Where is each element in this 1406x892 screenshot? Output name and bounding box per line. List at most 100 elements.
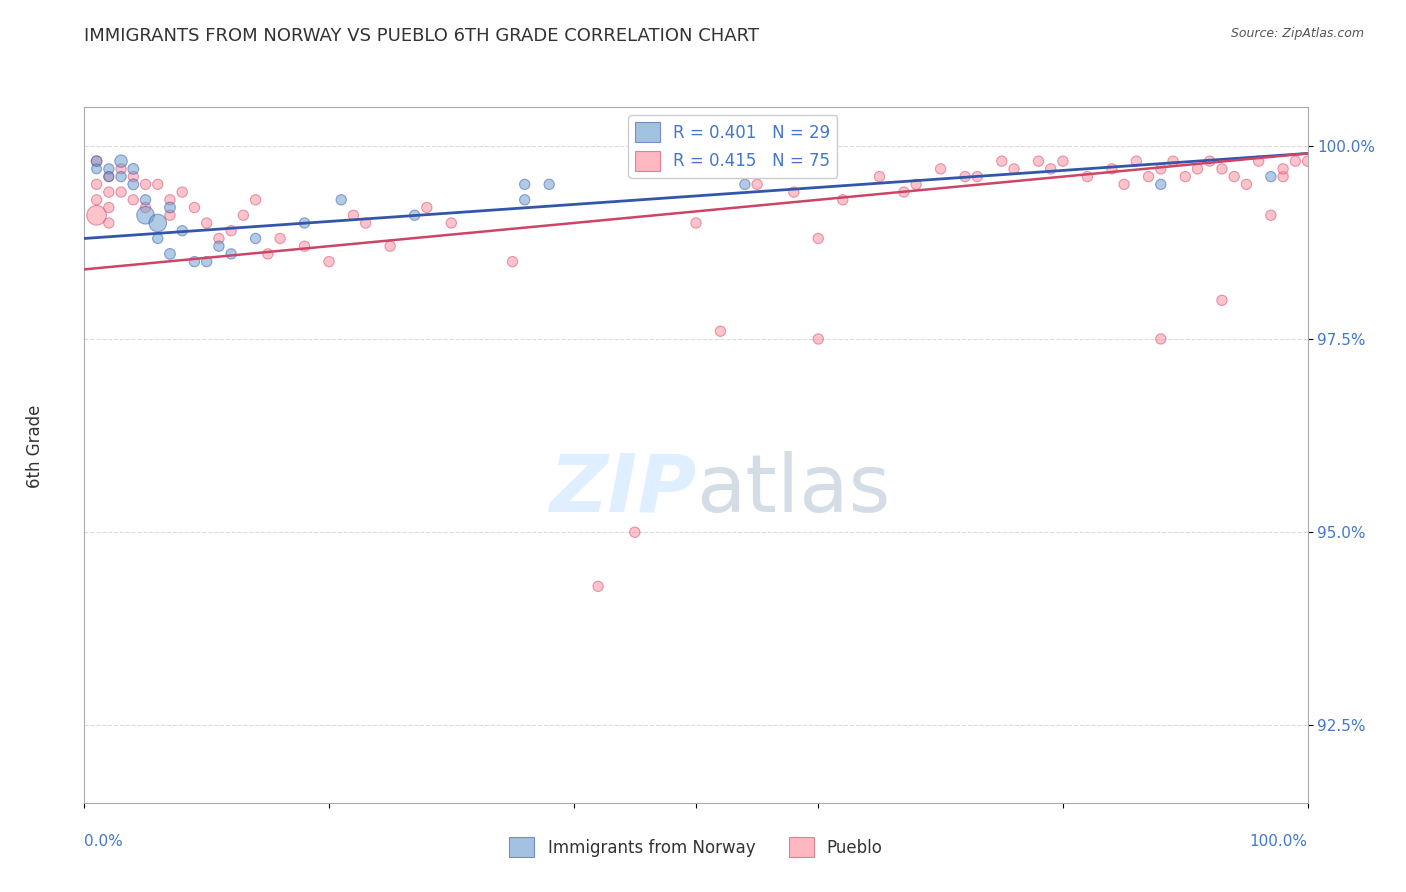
Point xyxy=(245,231,267,245)
Point xyxy=(1150,332,1173,346)
Point xyxy=(294,216,316,230)
Point xyxy=(1272,169,1295,184)
Point xyxy=(990,154,1012,169)
Point xyxy=(1028,154,1050,169)
Point xyxy=(1076,169,1098,184)
Point xyxy=(416,201,439,215)
Point xyxy=(1272,161,1295,176)
Point xyxy=(586,579,609,593)
Point xyxy=(831,193,853,207)
Point xyxy=(86,154,108,169)
Point xyxy=(807,231,830,245)
Point xyxy=(893,185,915,199)
Point xyxy=(1234,178,1257,192)
Point xyxy=(219,224,242,238)
Point xyxy=(245,193,267,207)
Point xyxy=(232,208,254,222)
Point xyxy=(1125,154,1147,169)
Point xyxy=(1161,154,1184,169)
Point xyxy=(1052,154,1074,169)
Point xyxy=(146,231,169,245)
Point xyxy=(159,193,181,207)
Text: atlas: atlas xyxy=(696,450,890,529)
Point xyxy=(1260,169,1282,184)
Point xyxy=(135,201,157,215)
Point xyxy=(172,224,194,238)
Point xyxy=(86,154,108,169)
Point xyxy=(195,216,218,230)
Legend: Immigrants from Norway, Pueblo: Immigrants from Norway, Pueblo xyxy=(502,830,890,864)
Point xyxy=(97,169,120,184)
Point xyxy=(159,208,181,222)
Point xyxy=(122,169,145,184)
Point xyxy=(110,169,132,184)
Point xyxy=(1150,161,1173,176)
Point xyxy=(86,193,108,207)
Point xyxy=(208,239,231,253)
Point xyxy=(513,193,536,207)
Point xyxy=(318,254,340,268)
Point xyxy=(110,161,132,176)
Point xyxy=(734,178,756,192)
Point xyxy=(257,247,280,261)
Point xyxy=(97,216,120,230)
Point xyxy=(1223,169,1246,184)
Text: Source: ZipAtlas.com: Source: ZipAtlas.com xyxy=(1230,27,1364,40)
Point xyxy=(1187,161,1209,176)
Point xyxy=(86,161,108,176)
Point xyxy=(538,178,561,192)
Point xyxy=(905,178,928,192)
Point xyxy=(86,178,108,192)
Point xyxy=(685,216,707,230)
Point xyxy=(929,161,952,176)
Point xyxy=(97,185,120,199)
Point xyxy=(953,169,976,184)
Point xyxy=(404,208,426,222)
Text: 100.0%: 100.0% xyxy=(1250,834,1308,849)
Point xyxy=(172,185,194,199)
Point xyxy=(1002,161,1025,176)
Text: ZIP: ZIP xyxy=(548,450,696,529)
Point xyxy=(146,178,169,192)
Point xyxy=(1260,208,1282,222)
Point xyxy=(269,231,291,245)
Point xyxy=(135,193,157,207)
Point xyxy=(1211,293,1233,308)
Text: 6th Grade: 6th Grade xyxy=(27,404,44,488)
Point xyxy=(97,201,120,215)
Point xyxy=(97,161,120,176)
Point xyxy=(501,254,523,268)
Point xyxy=(208,231,231,245)
Point xyxy=(1284,154,1306,169)
Point xyxy=(122,178,145,192)
Text: IMMIGRANTS FROM NORWAY VS PUEBLO 6TH GRADE CORRELATION CHART: IMMIGRANTS FROM NORWAY VS PUEBLO 6TH GRA… xyxy=(84,27,759,45)
Point xyxy=(747,178,769,192)
Point xyxy=(624,525,647,540)
Point xyxy=(1211,161,1233,176)
Point xyxy=(709,324,731,338)
Point xyxy=(1039,161,1062,176)
Point xyxy=(135,178,157,192)
Point xyxy=(1150,178,1173,192)
Point xyxy=(135,208,157,222)
Point xyxy=(110,154,132,169)
Point xyxy=(966,169,988,184)
Point xyxy=(380,239,402,253)
Point xyxy=(146,216,169,230)
Point xyxy=(110,185,132,199)
Point xyxy=(97,169,120,184)
Point xyxy=(195,254,218,268)
Text: 0.0%: 0.0% xyxy=(84,834,124,849)
Point xyxy=(1247,154,1270,169)
Point xyxy=(354,216,377,230)
Point xyxy=(159,247,181,261)
Point xyxy=(294,239,316,253)
Point xyxy=(342,208,364,222)
Point xyxy=(159,201,181,215)
Point xyxy=(1198,154,1220,169)
Point xyxy=(440,216,463,230)
Point xyxy=(513,178,536,192)
Point xyxy=(183,254,205,268)
Point xyxy=(219,247,242,261)
Point xyxy=(86,208,108,222)
